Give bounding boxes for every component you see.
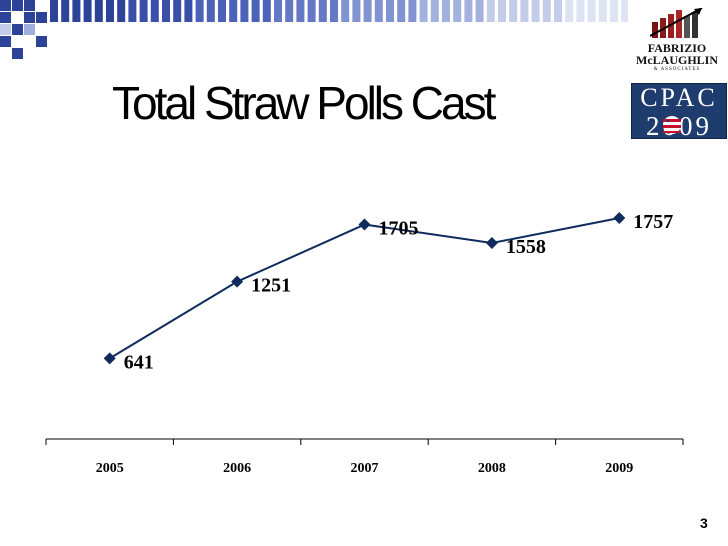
fabrizio-mclaughlin-logo: FABRIZIO McLAUGHLIN & ASSOCIATES xyxy=(628,8,726,74)
slide-title: Total Straw Polls Cast xyxy=(112,77,496,129)
x-tick-label: 2009 xyxy=(605,461,633,476)
data-label: 1558 xyxy=(506,236,546,258)
flag-o-icon xyxy=(663,116,681,134)
data-point-marker xyxy=(485,237,498,250)
data-point-marker xyxy=(231,275,244,288)
straw-polls-line-chart: 641 1251 1705 1558 1757 2005 2006 2007 2008 2009 xyxy=(45,211,684,476)
x-tick-label: 2006 xyxy=(223,461,251,476)
data-label: 641 xyxy=(124,351,154,373)
data-label: 1757 xyxy=(633,211,673,233)
x-tick-label: 2007 xyxy=(351,461,379,476)
data-point-marker xyxy=(358,218,371,231)
x-tick-label: 2008 xyxy=(478,461,506,476)
checker-banner xyxy=(0,0,628,59)
bar-chart-icon xyxy=(650,8,703,38)
cpac-2009-logo: CPAC 2009 xyxy=(631,83,727,139)
data-point-marker xyxy=(613,211,626,224)
data-label: 1705 xyxy=(379,218,419,240)
data-label: 1251 xyxy=(251,275,291,297)
mclaughlin-text: McLAUGHLIN xyxy=(636,53,718,67)
fabrizio-text: FABRIZIO xyxy=(647,41,707,55)
x-tick-label: 2005 xyxy=(96,461,124,476)
cpac-year: 2009 xyxy=(632,110,726,138)
associates-text: & ASSOCIATES xyxy=(653,67,701,72)
page-number: 3 xyxy=(700,515,708,531)
data-point-marker xyxy=(103,352,116,365)
cpac-text: CPAC xyxy=(640,83,718,112)
